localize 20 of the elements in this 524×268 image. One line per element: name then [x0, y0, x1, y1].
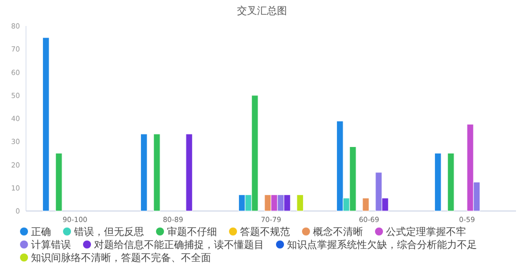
- chart-title: 交叉汇总图: [237, 5, 287, 17]
- legend-label: 公式定理掌握不牢: [386, 226, 466, 238]
- bar: [362, 198, 370, 212]
- legend-label: 概念不清晰: [313, 226, 363, 238]
- bar: [186, 134, 193, 212]
- legend-label: 知识点掌握系统性欠缺，综合分析能力不足: [287, 239, 477, 251]
- bar: [447, 152, 454, 212]
- bar: [153, 134, 160, 212]
- bar: [55, 152, 62, 212]
- bar: [434, 152, 442, 212]
- bar: [42, 37, 50, 212]
- bar: [140, 134, 148, 212]
- legend-label: 知识间脉络不清晰，答题不完备、不全面: [31, 252, 211, 264]
- legend-label: 计算错误: [31, 239, 71, 251]
- legend-label: 正确: [31, 227, 51, 238]
- bar: [296, 194, 304, 212]
- legend-label: 答题不规范: [240, 226, 290, 238]
- legend-label: 对题给信息不能正确捕捉，读不懂题目: [94, 239, 264, 251]
- legend-label: 审题不仔细: [167, 226, 217, 238]
- legend-label: 错误，但无反思: [73, 226, 144, 238]
